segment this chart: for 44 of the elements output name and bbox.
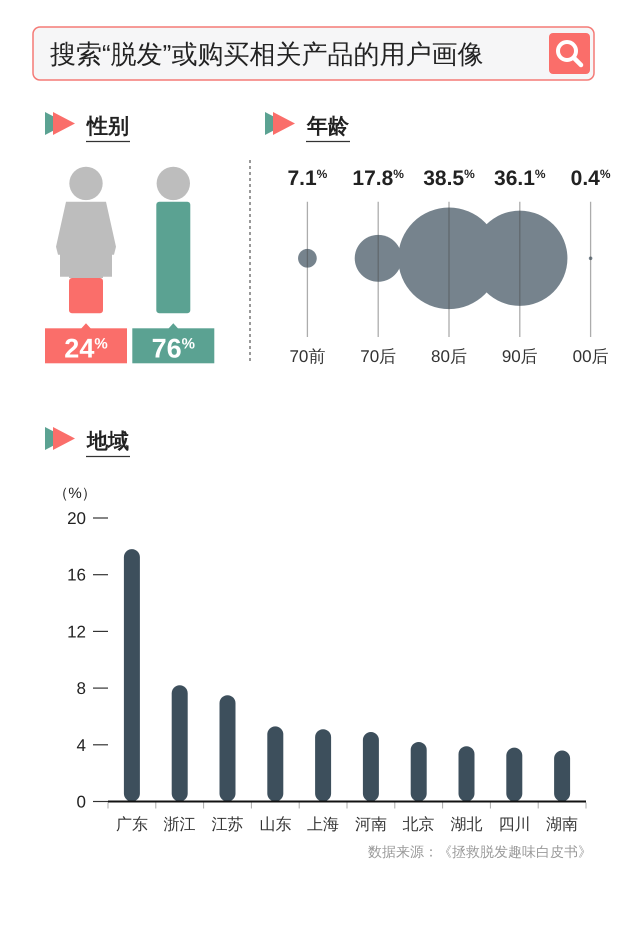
x-tick-label: 广东 xyxy=(116,816,148,834)
bar xyxy=(554,750,570,802)
bar xyxy=(124,549,140,802)
bar xyxy=(267,726,284,802)
chart-title: 性别 xyxy=(85,115,129,138)
y-tick-label: 12 xyxy=(67,622,86,642)
y-tick-label: 0 xyxy=(76,792,86,812)
x-tick-label: 四川 xyxy=(498,816,530,834)
bar xyxy=(362,732,379,802)
y-tick-label: 8 xyxy=(76,679,86,698)
category-label: 70后 xyxy=(360,347,396,366)
bar xyxy=(172,685,188,802)
bar xyxy=(410,742,427,802)
x-tick-label: 上海 xyxy=(307,816,340,834)
bar xyxy=(220,695,236,802)
chart-title: 地域 xyxy=(86,430,129,453)
data-label: 76$^{%}$ xyxy=(152,333,195,364)
bar xyxy=(315,729,332,802)
data-label: 0.4$^{%}$ xyxy=(570,167,611,190)
x-tick-label: 湖南 xyxy=(546,816,578,834)
category-label: 00后 xyxy=(572,347,609,366)
x-tick-label: 浙江 xyxy=(164,816,196,834)
category-label: 80后 xyxy=(431,347,467,366)
source-note: 数据来源：《拯救脱发趣味白皮书》 xyxy=(368,844,592,860)
x-tick-label: 河南 xyxy=(354,816,387,834)
text: 搜索“脱发”或购买相关产品的用户画像 xyxy=(50,39,484,69)
data-label: 24$^{%}$ xyxy=(64,333,108,364)
category-label: 90后 xyxy=(502,347,538,366)
data-label: 17.8$^{%}$ xyxy=(352,167,404,190)
y-tick-label: 16 xyxy=(67,566,86,585)
y-tick-label: 20 xyxy=(67,509,86,528)
category-label: 70前 xyxy=(289,347,326,366)
bar xyxy=(506,748,522,802)
x-tick-label: 江苏 xyxy=(212,816,244,834)
y-axis-title: （%） xyxy=(53,485,97,502)
data-label: 7.1$^{%}$ xyxy=(287,167,328,190)
y-tick-label: 4 xyxy=(76,736,86,755)
text: 年龄 xyxy=(306,115,350,138)
data-label: 36.1$^{%}$ xyxy=(494,167,546,190)
bar xyxy=(458,746,474,802)
x-tick-label: 山东 xyxy=(259,816,292,834)
data-label: 38.5$^{%}$ xyxy=(423,167,476,190)
x-tick-label: 北京 xyxy=(402,816,435,834)
x-tick-label: 湖北 xyxy=(450,816,482,834)
